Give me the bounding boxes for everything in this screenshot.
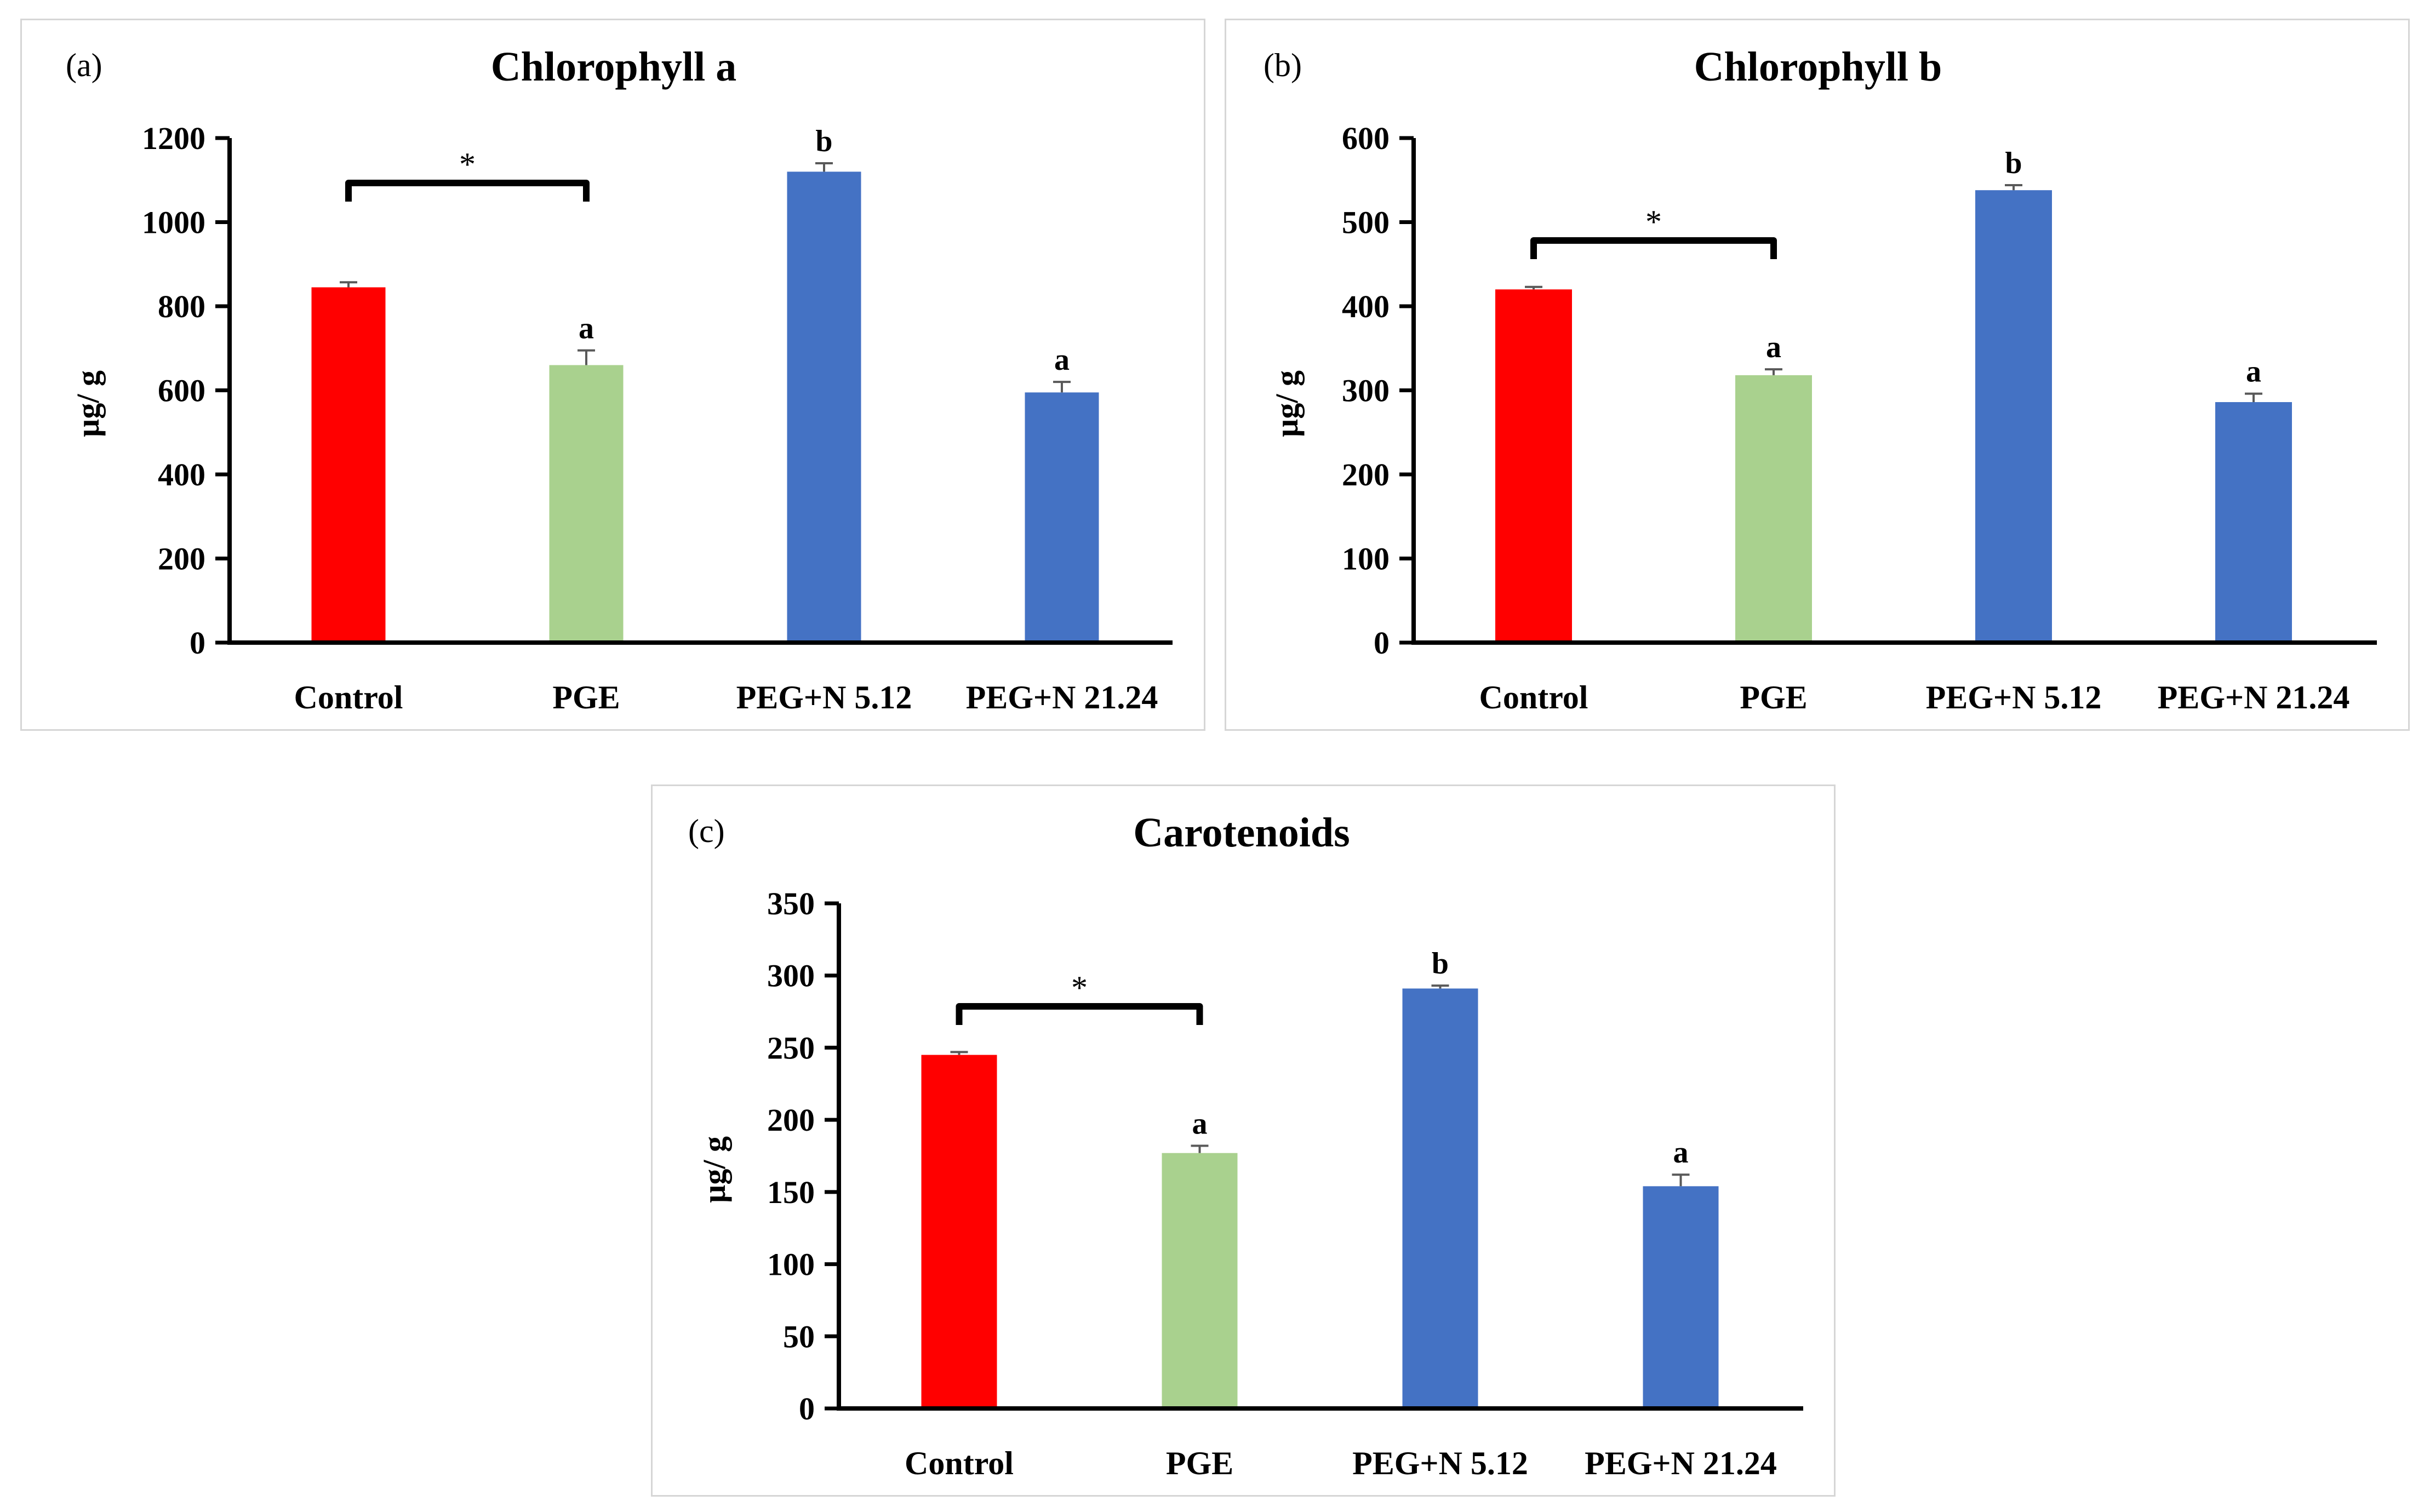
x-tick-label: Control — [1479, 679, 1588, 715]
panel-label: (c) — [688, 813, 725, 849]
bar — [311, 287, 386, 643]
x-tick-label: PEG+N 21.24 — [2158, 679, 2350, 715]
bar — [787, 171, 861, 643]
bar — [2215, 402, 2292, 643]
chart-panel-carotenoids: (c) Carotenoids µg/ g 0 50 100 150 200 250 300… — [651, 784, 1836, 1497]
y-tick-label: 100 — [767, 1247, 815, 1282]
y-tick-label: 150 — [767, 1175, 815, 1210]
x-tick-label: PEG+N 21.24 — [1585, 1445, 1777, 1481]
y-tick-label: 600 — [158, 373, 205, 409]
y-tick-label: 400 — [1342, 289, 1390, 324]
bar — [921, 1055, 997, 1408]
x-tick-label: Control — [905, 1445, 1014, 1481]
y-tick-label: 200 — [1342, 457, 1390, 492]
y-tick-label: 300 — [1342, 373, 1390, 409]
x-tick-label: PEG+N 5.12 — [736, 679, 912, 715]
significance-star: * — [459, 146, 476, 182]
significance-letter: a — [1192, 1107, 1208, 1141]
plot-area: 0 200 400 600 800 1000 1200 Control a PGE b PEG+N 5… — [142, 121, 1173, 715]
significance-letter: a — [1673, 1136, 1689, 1170]
bar — [1402, 988, 1478, 1408]
chart-panel-chlorophyll-b: (b) Chlorophyll b µg/ g 0 100 200 300 400 500… — [1225, 19, 2410, 731]
significance-bracket — [345, 180, 590, 202]
chart-svg: (b) Chlorophyll b µg/ g 0 100 200 300 400 500… — [1264, 44, 2377, 715]
bar — [1643, 1186, 1719, 1408]
y-tick-label: 200 — [158, 541, 205, 577]
x-tick-label: Control — [294, 679, 403, 715]
y-tick-label: 600 — [1342, 121, 1390, 156]
significance-letter: a — [579, 312, 594, 346]
panel-label: (b) — [1264, 47, 1302, 83]
y-axis-label: µg/ g — [70, 370, 106, 437]
y-tick-label: 350 — [767, 886, 815, 921]
panel-label: (a) — [66, 47, 102, 83]
plot-area: 0 50 100 150 200 250 300 350 Control a PGE b PEG+N 5… — [767, 886, 1803, 1481]
y-tick-label: 1200 — [142, 121, 205, 156]
y-tick-label: 200 — [767, 1102, 815, 1138]
significance-letter: b — [2005, 146, 2022, 180]
y-tick-label: 1000 — [142, 205, 205, 240]
x-tick-label: PEG+N 5.12 — [1352, 1445, 1528, 1481]
x-tick-label: PGE — [1740, 679, 1807, 715]
y-axis-label: µg/ g — [696, 1136, 732, 1203]
significance-star: * — [1071, 970, 1088, 1006]
y-tick-label: 0 — [799, 1391, 815, 1427]
chart-title: Carotenoids — [1133, 810, 1350, 856]
bar — [1025, 392, 1099, 643]
significance-bracket — [1530, 237, 1777, 259]
significance-letter: b — [1432, 947, 1449, 981]
plot-area: 0 100 200 300 400 500 600 Control a PGE b PEG+N 5.1… — [1342, 121, 2377, 715]
y-tick-label: 0 — [190, 625, 205, 661]
bar — [1162, 1153, 1238, 1408]
chart-title: Chlorophyll a — [491, 44, 736, 90]
x-tick-label: PGE — [552, 679, 620, 715]
x-tick-label: PGE — [1166, 1445, 1233, 1481]
bar — [1735, 375, 1812, 643]
significance-letter: a — [2246, 355, 2261, 389]
x-tick-label: PEG+N 5.12 — [1926, 679, 2102, 715]
significance-letter: a — [1054, 343, 1070, 377]
y-tick-label: 250 — [767, 1030, 815, 1066]
y-tick-label: 100 — [1342, 541, 1390, 577]
y-tick-label: 0 — [1374, 625, 1390, 661]
x-tick-label: PEG+N 21.24 — [966, 679, 1158, 715]
significance-letter: a — [1766, 330, 1781, 364]
chart-svg: (c) Carotenoids µg/ g 0 50 100 150 200 250 300… — [688, 810, 1803, 1481]
significance-bracket — [956, 1003, 1203, 1025]
bar — [549, 365, 624, 643]
y-axis-label: µg/ g — [1269, 370, 1305, 437]
chart-svg: (a) Chlorophyll a µg/ g 0 200 400 600 800 100… — [66, 44, 1173, 715]
bar — [1975, 190, 2052, 643]
y-tick-label: 300 — [767, 958, 815, 994]
y-tick-label: 50 — [783, 1319, 815, 1354]
significance-letter: b — [815, 124, 832, 158]
significance-star: * — [1645, 204, 1662, 240]
y-tick-label: 800 — [158, 289, 205, 324]
chart-title: Chlorophyll b — [1694, 44, 1942, 90]
bar — [1495, 289, 1572, 643]
y-tick-label: 500 — [1342, 205, 1390, 240]
chart-panel-chlorophyll-a: (a) Chlorophyll a µg/ g 0 200 400 600 800 100… — [20, 19, 1205, 731]
y-tick-label: 400 — [158, 457, 205, 492]
